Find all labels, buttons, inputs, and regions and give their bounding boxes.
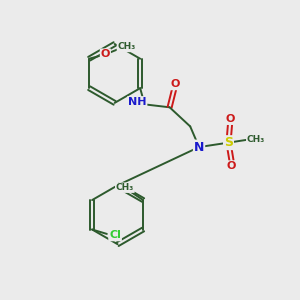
Text: CH₃: CH₃ xyxy=(117,42,136,51)
Text: Cl: Cl xyxy=(109,230,121,240)
Text: O: O xyxy=(227,161,236,171)
Text: NH: NH xyxy=(128,97,146,107)
Text: O: O xyxy=(171,79,180,89)
Text: S: S xyxy=(224,136,233,149)
Text: O: O xyxy=(225,114,235,124)
Text: O: O xyxy=(101,49,110,59)
Text: N: N xyxy=(194,141,204,154)
Text: CH₃: CH₃ xyxy=(247,135,265,144)
Text: CH₃: CH₃ xyxy=(116,183,134,192)
